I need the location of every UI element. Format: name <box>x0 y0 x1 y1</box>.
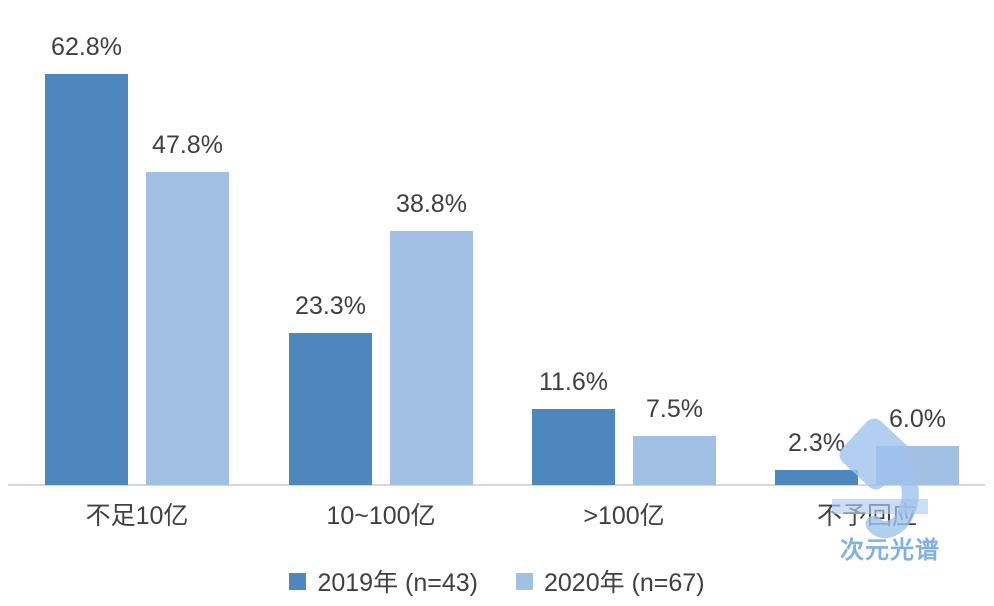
bar-2020-g0 <box>146 172 229 485</box>
bar-value-label: 2.3% <box>788 429 845 457</box>
bar-value-label: 38.8% <box>396 190 467 218</box>
legend-label-2020: 2020年 (n=67) <box>544 569 705 597</box>
category-label: 10~100亿 <box>326 502 436 530</box>
legend-item-2020: 2020年 (n=67) <box>516 563 705 599</box>
bar-2019-g0 <box>45 74 128 485</box>
bar-2019-g1 <box>289 333 372 485</box>
category-label: 不予回应 <box>816 502 918 530</box>
bar-value-label: 6.0% <box>889 405 946 433</box>
bar-value-label: 23.3% <box>295 292 366 320</box>
legend-swatch-2020 <box>516 572 533 590</box>
bar-2020-g2 <box>633 436 716 485</box>
legend-item-2019: 2019年 (n=43) <box>289 563 478 599</box>
category-label: 不足10亿 <box>85 502 189 530</box>
bar-2020-g1 <box>390 231 473 485</box>
bar-2019-g2 <box>532 409 615 485</box>
legend-swatch-2019 <box>289 572 307 590</box>
x-axis-line <box>8 484 985 486</box>
bar-value-label: 62.8% <box>51 33 122 61</box>
category-label: >100亿 <box>583 502 665 530</box>
bar-value-label: 47.8% <box>152 131 223 159</box>
bar-value-label: 11.6% <box>538 368 609 396</box>
watermark-text: 次元光谱 <box>840 537 940 564</box>
bar-2019-g3 <box>775 470 858 485</box>
bar-2020-g3 <box>876 446 959 485</box>
bar-value-label: 7.5% <box>646 395 703 423</box>
legend: 2019年 (n=43) 2020年 (n=67) <box>0 563 994 599</box>
legend-label-2019: 2019年 (n=43) <box>317 569 478 597</box>
